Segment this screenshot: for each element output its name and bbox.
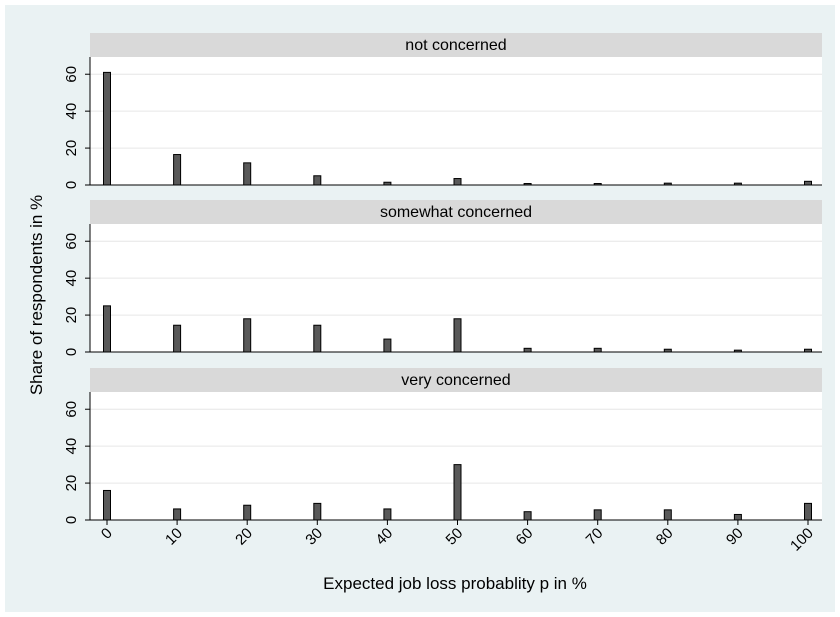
- bar: [383, 338, 392, 353]
- bar: [383, 181, 392, 186]
- bar: [313, 324, 322, 353]
- panel-1: not concerned 0 20 40 60: [63, 33, 822, 189]
- bar: [593, 347, 602, 353]
- bar: [173, 508, 182, 521]
- x-tick-label: 90: [723, 525, 747, 549]
- x-tick-label: 50: [443, 525, 467, 549]
- panel-title: very concerned: [401, 372, 510, 389]
- bar: [453, 464, 462, 521]
- x-tick-label: 80: [653, 525, 677, 549]
- bar: [453, 318, 462, 353]
- bar: [733, 182, 742, 186]
- panel-title: not concerned: [405, 37, 506, 54]
- x-axis-title: Expected job loss probablity p in %: [323, 574, 587, 593]
- bar: [383, 508, 392, 521]
- panel-title: somewhat concerned: [380, 204, 532, 221]
- panel-strip: [90, 368, 822, 392]
- bar: [243, 318, 252, 353]
- bar: [173, 324, 182, 353]
- y-tick-label: 60: [63, 66, 80, 83]
- bar: [313, 175, 322, 186]
- panel-3: very concerned 0 20 40 60 0 10 20 30 40 50 60 70 80 90…: [63, 368, 822, 555]
- y-tick-label: 60: [63, 401, 80, 418]
- bar: [313, 502, 322, 521]
- bar: [804, 180, 812, 186]
- y-tick-label: 40: [63, 270, 80, 287]
- panel-2: somewhat concerned 0 20 40 60: [63, 200, 822, 356]
- bar: [523, 183, 532, 186]
- y-tick-label: 20: [63, 475, 80, 492]
- x-tick-label: 30: [302, 525, 326, 549]
- y-tick-label: 60: [63, 233, 80, 250]
- y-tick-label: 40: [63, 103, 80, 120]
- x-tick-label: 20: [232, 525, 256, 549]
- x-tick-label: 100: [787, 525, 817, 555]
- bar: [733, 349, 742, 353]
- bar: [593, 509, 602, 521]
- bar: [103, 305, 111, 353]
- y-tick-label: 20: [63, 140, 80, 157]
- bar: [243, 162, 252, 186]
- y-tick-label: 0: [63, 516, 80, 524]
- panel-strip: [90, 33, 822, 57]
- bar: [663, 509, 672, 521]
- y-tick-label: 20: [63, 307, 80, 324]
- bar: [453, 178, 462, 186]
- y-axis-title: Share of respondents in %: [27, 195, 46, 395]
- y-tick-label: 0: [63, 181, 80, 189]
- bar: [173, 154, 182, 186]
- bar: [103, 489, 111, 521]
- x-tick-label: 60: [513, 525, 537, 549]
- bar: [663, 348, 672, 353]
- panel-strip: [90, 200, 822, 224]
- bar: [523, 511, 532, 521]
- plot-area: [90, 57, 822, 185]
- bar: [523, 347, 532, 353]
- x-tick-label: 40: [372, 525, 396, 549]
- bar: [593, 183, 602, 186]
- bar: [804, 348, 812, 353]
- bar: [733, 513, 742, 521]
- bar: [243, 504, 252, 521]
- x-tick-label: 70: [583, 525, 607, 549]
- bar: [663, 182, 672, 186]
- bar: [804, 502, 812, 521]
- y-tick-label: 40: [63, 438, 80, 455]
- bar: [103, 71, 111, 186]
- x-tick-label: 0: [98, 525, 116, 543]
- x-tick-label: 10: [162, 525, 186, 549]
- y-tick-label: 0: [63, 348, 80, 356]
